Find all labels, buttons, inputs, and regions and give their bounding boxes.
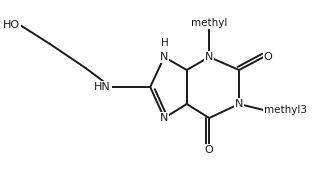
Text: O: O bbox=[205, 145, 214, 155]
Text: H: H bbox=[161, 38, 169, 48]
Text: N: N bbox=[160, 52, 168, 62]
Text: HO: HO bbox=[3, 20, 20, 30]
Text: methyl: methyl bbox=[191, 18, 227, 28]
Text: O: O bbox=[264, 52, 272, 62]
Text: HN: HN bbox=[94, 82, 111, 92]
Text: N: N bbox=[160, 113, 168, 123]
Text: N: N bbox=[235, 99, 243, 109]
Text: N: N bbox=[205, 52, 213, 62]
Text: methyl3: methyl3 bbox=[264, 105, 306, 115]
